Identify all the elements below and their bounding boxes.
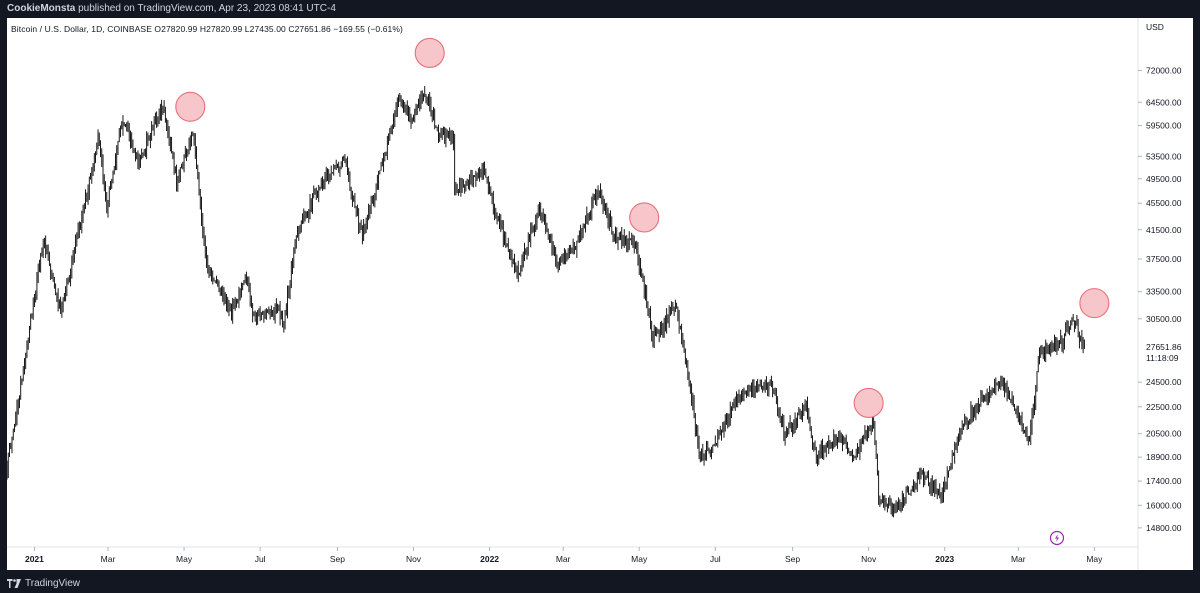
y-tick-label: 17400.00 [1146, 476, 1182, 486]
y-tick-label: 16000.00 [1146, 500, 1182, 510]
highlight-marker-circle [175, 91, 206, 122]
x-tick-label: 2023 [935, 554, 954, 564]
highlight-marker-circle [853, 387, 884, 418]
highlight-marker-circle [1079, 288, 1110, 319]
x-tick-label: May [631, 554, 648, 564]
x-tick-label: Sep [785, 554, 800, 564]
alert-icon-bolt [1055, 534, 1059, 542]
x-tick-label: Mar [101, 554, 116, 564]
y-tick-label: 72000.00 [1146, 65, 1182, 75]
y-tick-label: 14800.00 [1146, 523, 1182, 533]
publisher-name[interactable]: CookieMonsta [7, 3, 76, 14]
x-tick-label: Jul [255, 554, 266, 564]
y-tick-label: 45500.00 [1146, 198, 1182, 208]
x-tick-label: Sep [330, 554, 345, 564]
x-tick-label: 2022 [480, 554, 499, 564]
footer-bar: TradingView [0, 574, 1200, 593]
x-tick-label: Mar [556, 554, 571, 564]
x-tick-label: May [176, 554, 193, 564]
x-tick-label: Jul [710, 554, 721, 564]
x-tick-label: 2021 [25, 554, 44, 564]
y-tick-label: 22500.00 [1146, 402, 1182, 412]
symbol-ohlc-legend: Bitcoin / U.S. Dollar, 1D, COINBASE O278… [11, 24, 403, 34]
y-tick-label: 41500.00 [1146, 225, 1182, 235]
y-tick-label: 53500.00 [1146, 151, 1182, 161]
y-tick-label: 49500.00 [1146, 174, 1182, 184]
brand-label: TradingView [25, 578, 81, 589]
highlight-marker-circle [629, 202, 660, 233]
y-tick-label: 30500.00 [1146, 314, 1182, 324]
tradingview-logo-icon [7, 579, 21, 588]
y-tick-label: 20500.00 [1146, 429, 1182, 439]
y-tick-label: 18900.00 [1146, 452, 1182, 462]
lightning-bolt-icon[interactable] [1049, 530, 1065, 546]
candlestick-series [7, 86, 1085, 518]
bar-countdown-label: 11:18:09 [1146, 353, 1179, 363]
last-price-label: 27651.86 [1146, 342, 1182, 352]
y-tick-label: 37500.00 [1146, 254, 1182, 264]
y-tick-label: 59500.00 [1146, 121, 1182, 131]
x-tick-label: Nov [861, 554, 877, 564]
publish-header: CookieMonsta published on TradingView.co… [0, 0, 1200, 18]
x-tick-label: May [1086, 554, 1103, 564]
x-tick-label: Mar [1011, 554, 1026, 564]
y-tick-label: 24500.00 [1146, 377, 1182, 387]
price-chart[interactable]: USD 72000.00 64500.00 59500.00 53500.00 49500… [7, 18, 1193, 570]
highlight-marker-circle [414, 37, 445, 68]
tradingview-logo[interactable]: TradingView [7, 574, 80, 593]
chart-panel[interactable]: USD 72000.00 64500.00 59500.00 53500.00 49500… [7, 18, 1193, 570]
y-tick-label: 33500.00 [1146, 287, 1182, 297]
y-tick-label: 64500.00 [1146, 97, 1182, 107]
currency-label: USD [1146, 22, 1164, 32]
publish-info: published on TradingView.com, Apr 23, 20… [75, 3, 336, 14]
x-tick-label: Nov [406, 554, 422, 564]
